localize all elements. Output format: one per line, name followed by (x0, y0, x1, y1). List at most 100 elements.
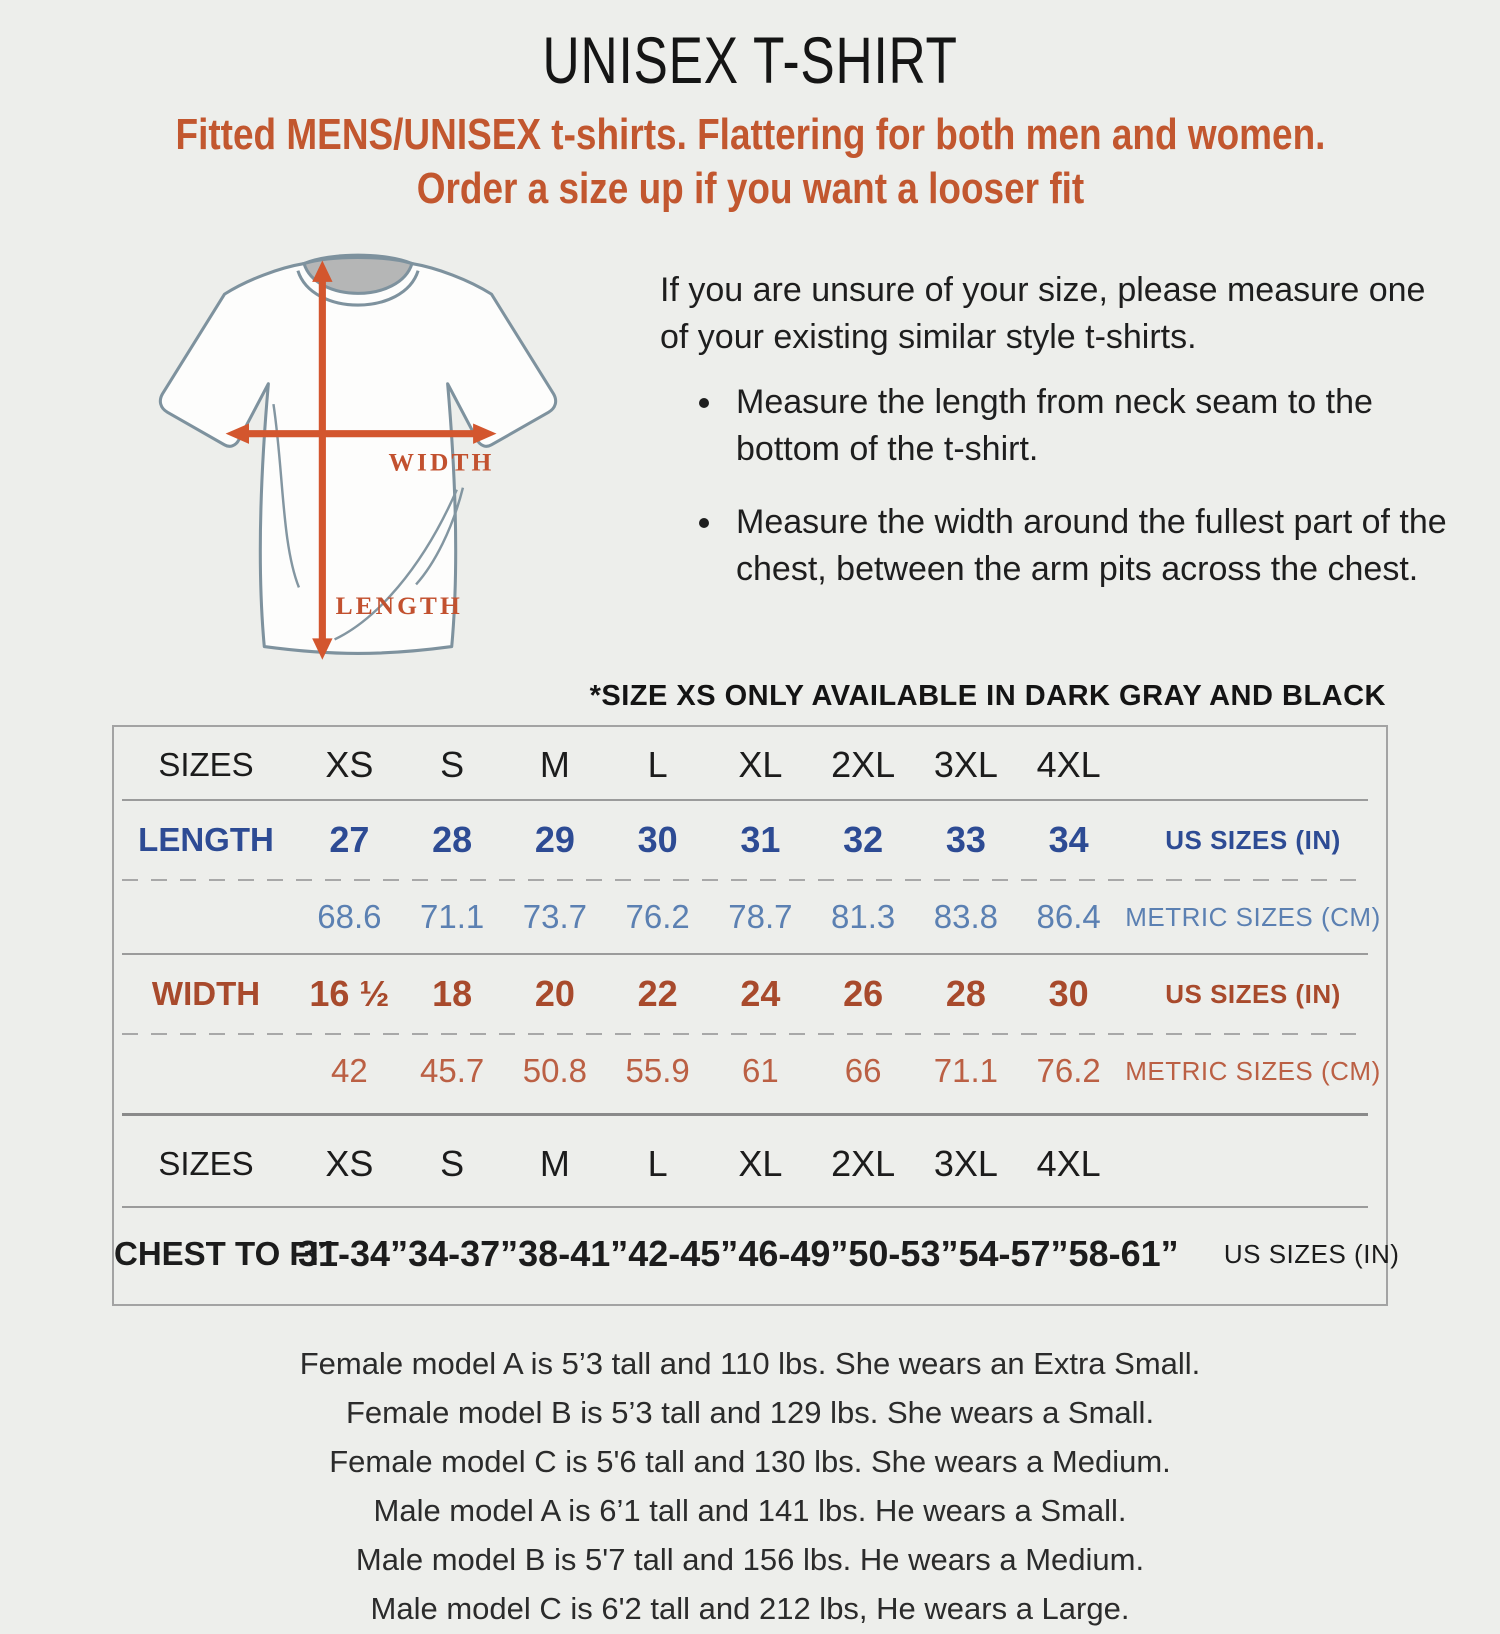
model-line: Male model A is 6’1 tall and 141 lbs. He… (373, 1493, 1127, 1529)
availability-note: *SIZE XS ONLY AVAILABLE IN DARK GRAY AND… (589, 680, 1386, 713)
size-cell: XS (325, 744, 374, 786)
divider (122, 1206, 1368, 1209)
instruction-bullet: Measure the length from neck seam to the… (726, 379, 1460, 473)
width-metric-value: 76.2 (1036, 1052, 1101, 1090)
width-value: 20 (534, 973, 575, 1015)
width-label: WIDTH (389, 448, 495, 477)
length-metric-value: 71.1 (420, 898, 485, 936)
sizing-instructions: If you are unsure of your size, please m… (660, 267, 1460, 676)
length-metric-value: 78.7 (728, 898, 793, 936)
width-metric-value: 45.7 (420, 1052, 485, 1090)
size-cell: 3XL (933, 744, 998, 786)
width-metric-value: 61 (742, 1052, 779, 1090)
model-notes: Female model A is 5’3 tall and 110 lbs. … (0, 1340, 1500, 1634)
size-cell: S (440, 744, 465, 786)
width-value: 26 (843, 973, 884, 1015)
width-value: 22 (637, 973, 678, 1015)
length-value: 32 (843, 819, 884, 861)
divider-dashed (122, 1033, 1368, 1036)
size-cell: L (647, 744, 668, 786)
width-arrow (225, 423, 497, 445)
divider-thick (122, 1113, 1368, 1117)
instruction-intro: If you are unsure of your size, please m… (660, 271, 1426, 357)
subtitle-line-2: Order a size up if you want a looser fit (416, 163, 1084, 213)
sizes-header-row: SIZES XS S M L XL 2XL 3XL 4XL (114, 731, 1386, 799)
width-metric-value: 66 (844, 1052, 882, 1090)
width-value: 28 (945, 973, 986, 1015)
model-line: Male model B is 5'7 tall and 156 lbs. He… (355, 1542, 1145, 1578)
size-cell: XS (325, 1143, 374, 1185)
size-cell: XL (738, 1143, 783, 1185)
tshirt-diagram: WIDTH LENGTH (128, 233, 598, 676)
model-line: Female model B is 5’3 tall and 129 lbs. … (345, 1395, 1155, 1431)
chest-value: 58-61” (1068, 1233, 1179, 1275)
chest-value: 34-37” (408, 1233, 519, 1275)
fold-line-right-long (334, 489, 458, 641)
size-cell: M (539, 744, 570, 786)
size-cell: M (539, 1143, 570, 1185)
row-label: SIZES (158, 1145, 254, 1183)
collar-opening (302, 256, 414, 296)
row-label: WIDTH (151, 975, 261, 1013)
unit-label: US SIZES (IN) (1165, 824, 1341, 855)
length-value: 28 (432, 819, 473, 861)
tshirt-outline (158, 254, 558, 656)
chest-value: 42-45” (628, 1233, 739, 1275)
width-value: 18 (432, 973, 473, 1015)
unit-label: US SIZES (IN) (1165, 978, 1341, 1009)
page-title: UNISEX T-SHIRT (542, 23, 958, 97)
width-row: WIDTH 16 ½ 18 20 22 24 26 28 30 US SIZES… (114, 955, 1386, 1033)
width-metric-value: 50.8 (522, 1052, 587, 1090)
size-cell: 3XL (933, 1143, 998, 1185)
length-value: 30 (637, 819, 678, 861)
size-table: SIZES XS S M L XL 2XL 3XL 4XL LENGTH 27 … (112, 725, 1399, 1307)
subtitle: Fitted MENS/UNISEX t-shirts. Flattering … (0, 108, 1500, 215)
divider (122, 799, 1368, 802)
length-arrow (312, 260, 333, 661)
chest-value: 38-41” (518, 1233, 629, 1275)
row-label: LENGTH (138, 821, 274, 859)
length-metric-value: 86.4 (1036, 898, 1101, 936)
length-value: 31 (740, 819, 781, 861)
size-cell: 2XL (831, 744, 896, 786)
unit-label: US SIZES (IN) (1223, 1238, 1400, 1269)
chest-value: 46-49” (738, 1233, 849, 1275)
row-label: SIZES (158, 746, 254, 784)
instruction-bullet: Measure the width around the fullest par… (726, 499, 1460, 593)
divider (122, 953, 1368, 956)
width-metric-row: 42 45.7 50.8 55.9 61 66 71.1 76.2 METRIC… (114, 1035, 1386, 1107)
chest-value: 54-57” (958, 1233, 1069, 1275)
subtitle-line-1: Fitted MENS/UNISEX t-shirts. Flattering … (175, 110, 1325, 159)
collar-band (296, 270, 420, 307)
length-value: 29 (534, 819, 575, 861)
size-cell: XL (738, 744, 783, 786)
size-cell: L (647, 1143, 668, 1185)
sizes-row-2: SIZES XS S M L XL 2XL 3XL 4XL (114, 1122, 1386, 1206)
tshirt-svg: WIDTH LENGTH (158, 254, 558, 661)
model-line: Male model C is 6'2 tall and 212 lbs, He… (370, 1591, 1130, 1627)
length-row: LENGTH 27 28 29 30 31 32 33 34 US SIZES … (114, 801, 1386, 879)
fold-line-left (272, 404, 301, 589)
model-line: Female model C is 5'6 tall and 130 lbs. … (329, 1444, 1171, 1480)
divider-dashed (122, 879, 1368, 882)
chest-to-fit-row: CHEST TO FIT 31-34” 34-37” 38-41” 42-45”… (114, 1208, 1399, 1300)
length-metric-value: 81.3 (831, 898, 896, 936)
fold-line-right-short (415, 487, 465, 586)
chest-value: 50-53” (848, 1233, 959, 1275)
width-value: 30 (1048, 973, 1089, 1015)
width-metric-value: 55.9 (625, 1052, 690, 1090)
length-metric-row: 68.6 71.1 73.7 76.2 78.7 81.3 83.8 86.4 … (114, 881, 1386, 953)
top-section: WIDTH LENGTH If you are unsure of your s… (128, 233, 1500, 676)
length-metric-value: 68.6 (317, 898, 382, 936)
row-label: CHEST TO FIT (114, 1235, 339, 1273)
width-metric-value: 71.1 (933, 1052, 998, 1090)
size-cell: 4XL (1036, 1143, 1101, 1185)
width-value: 24 (740, 973, 781, 1015)
length-metric-value: 76.2 (625, 898, 690, 936)
length-value: 33 (945, 819, 986, 861)
length-value: 27 (329, 819, 370, 861)
chest-value: 31-34” (298, 1233, 409, 1275)
width-value: 16 ½ (309, 973, 390, 1015)
unit-label: METRIC SIZES (CM) (1125, 901, 1381, 932)
size-cell: 4XL (1036, 744, 1101, 786)
